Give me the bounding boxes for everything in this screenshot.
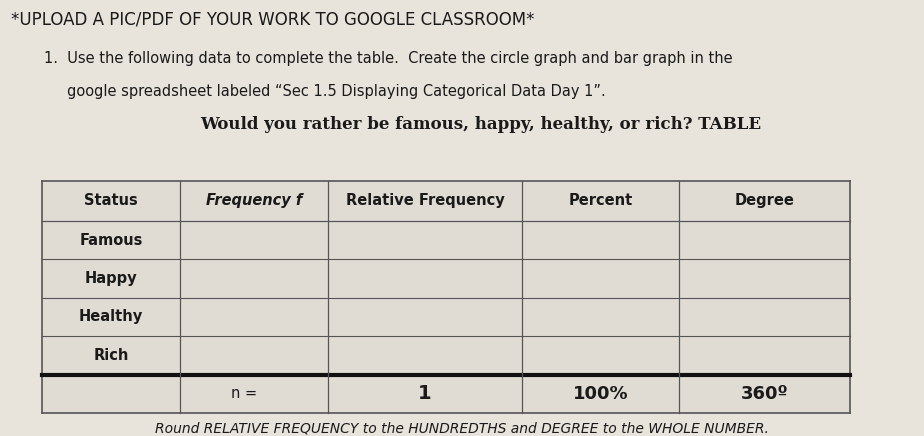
FancyBboxPatch shape	[42, 221, 850, 259]
Text: Degree: Degree	[735, 194, 795, 208]
Text: 100%: 100%	[573, 385, 628, 403]
Text: Round RELATIVE FREQUENCY to the HUNDREDTHS and DEGREE to the WHOLE NUMBER.: Round RELATIVE FREQUENCY to the HUNDREDT…	[155, 422, 769, 436]
Text: *UPLOAD A PIC/PDF OF YOUR WORK TO GOOGLE CLASSROOM*: *UPLOAD A PIC/PDF OF YOUR WORK TO GOOGLE…	[11, 11, 535, 29]
Text: 1.  Use the following data to complete the table.  Create the circle graph and b: 1. Use the following data to complete th…	[44, 51, 733, 66]
FancyBboxPatch shape	[42, 336, 850, 375]
Text: 360º: 360º	[741, 385, 788, 403]
FancyBboxPatch shape	[42, 298, 850, 336]
Text: Would you rather be famous, happy, healthy, or rich? TABLE: Would you rather be famous, happy, healt…	[200, 116, 761, 133]
Text: Relative Frequency: Relative Frequency	[346, 194, 505, 208]
FancyBboxPatch shape	[42, 181, 850, 221]
Text: Famous: Famous	[79, 233, 142, 248]
Text: Healthy: Healthy	[79, 310, 143, 324]
Text: 1: 1	[419, 384, 432, 403]
Text: Happy: Happy	[85, 271, 137, 286]
Text: Percent: Percent	[568, 194, 633, 208]
Text: Rich: Rich	[93, 348, 128, 363]
FancyBboxPatch shape	[42, 375, 850, 413]
Text: Status: Status	[84, 194, 138, 208]
Text: google spreadsheet labeled “Sec 1.5 Displaying Categorical Data Day 1”.: google spreadsheet labeled “Sec 1.5 Disp…	[44, 84, 606, 99]
Text: n =: n =	[231, 386, 257, 401]
FancyBboxPatch shape	[42, 259, 850, 298]
Text: Frequency f: Frequency f	[206, 194, 302, 208]
